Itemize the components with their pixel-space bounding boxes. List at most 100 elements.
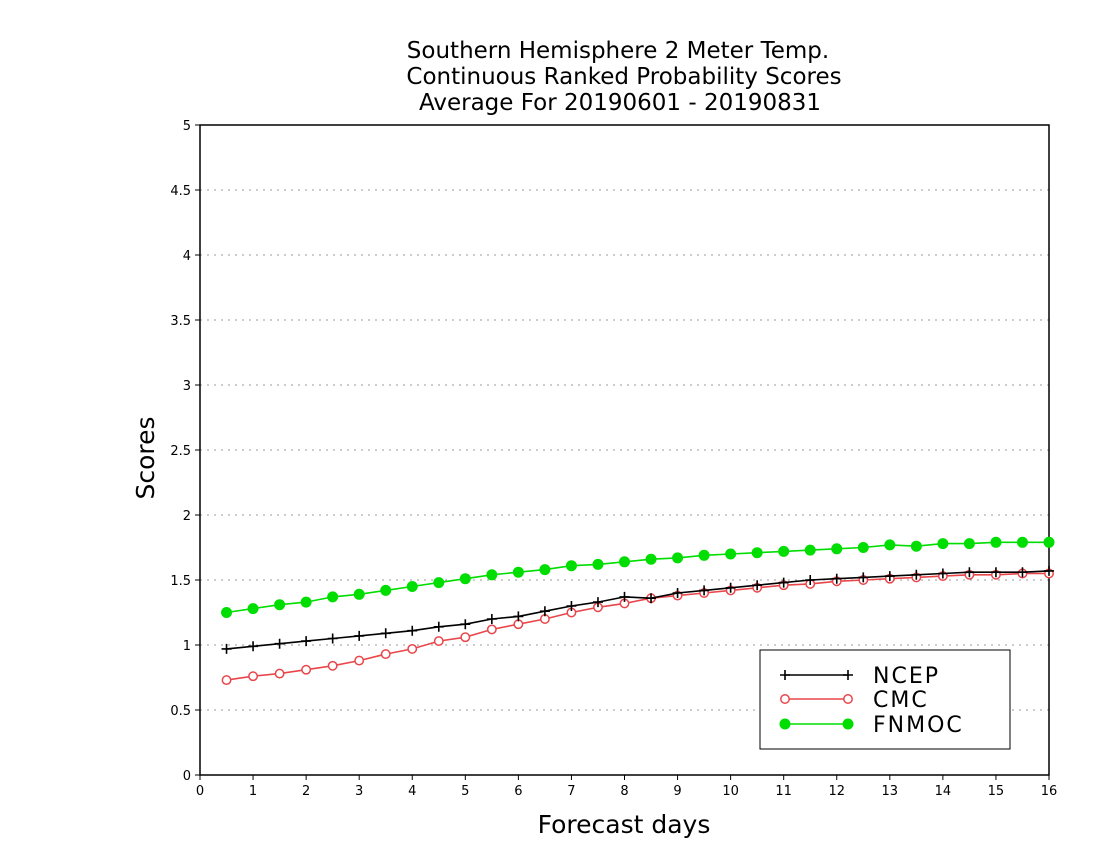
x-tick-label: 9 bbox=[673, 784, 681, 799]
cmc-circle-marker bbox=[327, 660, 338, 671]
cmc-circle-marker bbox=[380, 649, 391, 660]
y-tick-label: 1.5 bbox=[170, 574, 191, 589]
y-tick-label: 1 bbox=[183, 639, 191, 654]
x-tick-label: 5 bbox=[461, 784, 469, 799]
cmc-circle-marker bbox=[354, 655, 365, 666]
fnmoc-dot-marker bbox=[486, 569, 498, 581]
fnmoc-dot-marker bbox=[963, 538, 975, 550]
ncep-plus-marker bbox=[778, 577, 789, 588]
x-tick-label: 2 bbox=[302, 784, 310, 799]
fnmoc-dot-marker bbox=[857, 542, 869, 553]
ncep-plus-marker bbox=[672, 588, 683, 598]
ncep-plus-marker bbox=[566, 601, 577, 611]
x-tick-label: 12 bbox=[828, 784, 845, 799]
x-tick-label: 3 bbox=[355, 784, 363, 799]
ncep-plus-marker bbox=[407, 625, 418, 636]
y-tick-label: 3.5 bbox=[170, 314, 191, 329]
fnmoc-dot-marker bbox=[884, 539, 896, 551]
y-tick-label: 0 bbox=[183, 769, 191, 784]
legend-fnmoc-dot-marker bbox=[842, 718, 854, 730]
fnmoc-dot-marker bbox=[1043, 536, 1055, 548]
legend-label-cmc: CMC bbox=[873, 688, 929, 713]
fnmoc-dot-marker bbox=[221, 607, 233, 618]
fnmoc-dot-marker bbox=[804, 544, 816, 556]
y-tick-label: 2 bbox=[183, 509, 191, 524]
ncep-plus-marker bbox=[301, 636, 312, 647]
cmc-circle-marker bbox=[221, 675, 232, 686]
fnmoc-dot-marker bbox=[459, 573, 471, 585]
fnmoc-dot-marker bbox=[1016, 536, 1028, 548]
x-tick-label: 1 bbox=[249, 784, 257, 799]
ncep-plus-marker bbox=[752, 580, 763, 591]
legend-entry-cmc: CMC bbox=[780, 688, 929, 713]
series-ncep bbox=[221, 565, 1054, 654]
x-tick-label: 0 bbox=[196, 784, 204, 799]
series-fnmoc bbox=[221, 536, 1055, 618]
ncep-plus-marker bbox=[274, 638, 285, 649]
chart-title-line-3: Average For 20190601 - 20190831 bbox=[419, 90, 821, 116]
fnmoc-dot-marker bbox=[539, 564, 551, 576]
x-tick-label: 10 bbox=[722, 784, 739, 799]
x-tick-label: 4 bbox=[408, 784, 416, 799]
legend-cmc-circle-marker bbox=[780, 694, 790, 704]
ncep-plus-marker bbox=[354, 630, 365, 641]
legend-fnmoc-dot-marker bbox=[779, 718, 791, 730]
fnmoc-dot-marker bbox=[512, 566, 524, 578]
cmc-circle-marker bbox=[301, 664, 312, 675]
x-tick-label: 14 bbox=[935, 784, 952, 799]
ncep-plus-marker bbox=[380, 628, 391, 639]
ncep-plus-marker bbox=[221, 643, 232, 654]
fnmoc-dot-marker bbox=[937, 538, 949, 550]
fnmoc-dot-marker bbox=[380, 584, 392, 596]
chart-title-line-1: Southern Hemisphere 2 Meter Temp. bbox=[407, 38, 829, 64]
ncep-plus-marker bbox=[884, 571, 895, 582]
x-tick-label: 13 bbox=[882, 784, 899, 799]
ncep-plus-marker bbox=[1017, 567, 1028, 578]
fnmoc-dot-marker bbox=[778, 545, 790, 557]
y-tick-label: 3 bbox=[183, 379, 191, 394]
ncep-plus-marker bbox=[513, 611, 524, 622]
ncep-plus-marker bbox=[539, 606, 550, 617]
legend-label-fnmoc: FNMOC bbox=[873, 713, 964, 738]
axis-ticks: 00.511.522.533.544.550 1 2 3 4 5 6 7 8 9 10 11 12 13 1… bbox=[170, 119, 1057, 799]
ncep-plus-marker bbox=[592, 597, 603, 608]
cmc-circle-marker bbox=[433, 636, 444, 647]
y-tick-label: 4.5 bbox=[170, 184, 191, 199]
ncep-plus-marker bbox=[433, 621, 444, 632]
x-tick-label: 16 bbox=[1041, 784, 1058, 799]
ncep-plus-marker bbox=[831, 573, 842, 584]
chart-title-line-2: Continuous Ranked Probability Scores bbox=[406, 64, 841, 90]
cmc-circle-marker bbox=[248, 671, 259, 682]
fnmoc-dot-marker bbox=[300, 596, 312, 608]
series-lines bbox=[221, 536, 1055, 686]
fnmoc-dot-marker bbox=[274, 599, 286, 611]
x-tick-label: 8 bbox=[620, 784, 628, 799]
ncep-plus-marker bbox=[486, 614, 497, 624]
fnmoc-dot-marker bbox=[565, 560, 577, 572]
ncep-plus-marker bbox=[327, 633, 338, 644]
fnmoc-dot-marker bbox=[247, 603, 259, 615]
cmc-circle-marker bbox=[460, 632, 471, 643]
fnmoc-dot-marker bbox=[751, 547, 763, 559]
legend-ncep-plus-marker bbox=[780, 670, 790, 680]
legend-ncep-plus-marker bbox=[843, 670, 853, 680]
x-tick-label: 15 bbox=[988, 784, 1005, 799]
fnmoc-dot-marker bbox=[353, 588, 365, 600]
legend-entry-ncep: NCEP bbox=[780, 664, 938, 689]
fnmoc-dot-marker bbox=[672, 552, 684, 564]
fnmoc-dot-marker bbox=[698, 549, 710, 561]
ncep-plus-marker bbox=[937, 568, 948, 579]
fnmoc-dot-marker bbox=[433, 577, 445, 589]
fnmoc-dot-marker bbox=[645, 553, 657, 565]
ncep-plus-marker bbox=[725, 582, 736, 593]
x-tick-label: 7 bbox=[567, 784, 575, 799]
x-tick-label: 6 bbox=[514, 784, 522, 799]
y-axis-label: Scores bbox=[131, 416, 160, 499]
x-axis-label: Forecast days bbox=[538, 810, 711, 839]
fnmoc-dot-marker bbox=[831, 543, 843, 555]
legend-cmc-circle-marker bbox=[843, 694, 853, 704]
x-tick-label: 11 bbox=[775, 784, 792, 799]
